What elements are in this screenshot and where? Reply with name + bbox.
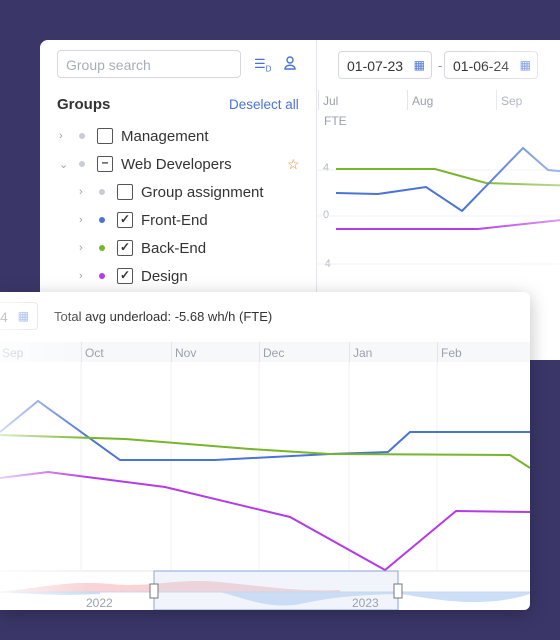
tree-item-group-assignment[interactable]: › Group assignment	[79, 181, 264, 203]
group-color-dot	[99, 217, 105, 223]
tree-item-web-developers[interactable]: ⌄ – Web Developers	[59, 153, 232, 175]
tree-item-management[interactable]: › Management	[59, 125, 209, 147]
tree-item-label: Design	[141, 267, 188, 285]
navigator-year-label: 2023	[352, 596, 379, 610]
tree-item-back-end[interactable]: › ✓ Back-End	[79, 237, 206, 259]
group-search-input[interactable]: Group search	[57, 50, 241, 78]
front-chart-plot	[0, 362, 530, 610]
deselect-all-link[interactable]: Deselect all	[229, 97, 299, 112]
tree-item-label: Back-End	[141, 239, 207, 257]
chevron-right-icon[interactable]: ›	[79, 270, 83, 282]
month-header: Aug	[407, 90, 496, 110]
month-header: Jul	[318, 90, 408, 110]
groups-title: Groups	[57, 96, 111, 113]
workload-chart-panel: 4 ▦ Total avg underload: -5.68 wh/h (FTE…	[0, 292, 530, 610]
series-design-line	[336, 219, 560, 230]
tree-item-front-end[interactable]: › ✓ Front-End	[79, 209, 208, 231]
y-tick-label: 0	[323, 209, 330, 221]
month-header: Feb	[437, 342, 530, 362]
navigator-range-window	[153, 570, 399, 610]
navigator-right-handle	[393, 583, 403, 599]
date-from-input[interactable]: 01-07-23 ▦	[338, 51, 432, 79]
checkbox[interactable]: ✓	[117, 212, 133, 228]
date-from-value: 01-07-23	[347, 58, 404, 74]
navigator-left-handle	[149, 583, 159, 599]
month-header: Nov	[171, 342, 259, 362]
navigator-underload-area	[0, 592, 530, 606]
avg-underload-text: Total avg underload: -5.68 wh/h (FTE)	[54, 309, 273, 324]
checkbox[interactable]: ✓	[117, 268, 133, 284]
user-icon[interactable]	[284, 56, 296, 73]
month-header: Jan	[349, 342, 437, 362]
group-color-dot	[99, 189, 105, 195]
calendar-icon[interactable]: ▦	[413, 58, 425, 72]
chevron-down-icon[interactable]: ⌄	[59, 158, 69, 171]
tree-item-label: Web Developers	[121, 155, 232, 173]
series-front-end-line	[335, 146, 560, 213]
series-front-end-line	[0, 399, 530, 461]
checkbox[interactable]	[97, 128, 113, 144]
tree-item-label: Management	[121, 127, 209, 145]
chevron-right-icon[interactable]: ›	[79, 242, 83, 254]
group-color-dot	[99, 273, 105, 279]
tree-item-label: Front-End	[141, 211, 208, 229]
chevron-right-icon[interactable]: ›	[79, 186, 83, 198]
month-header: Dec	[259, 342, 349, 362]
tree-item-label: Group assignment	[141, 183, 264, 201]
checkbox[interactable]: –	[97, 156, 113, 172]
group-color-dot	[79, 161, 85, 167]
tree-item-design[interactable]: › ✓ Design	[79, 265, 188, 287]
star-icon[interactable]: ☆	[287, 156, 300, 172]
group-color-dot	[79, 133, 85, 139]
series-back-end-line	[0, 434, 530, 469]
groups-window: Group search ☰D Groups Deselect all › Ma…	[40, 40, 560, 360]
y-tick-label: 4	[323, 162, 330, 174]
checkbox[interactable]	[117, 184, 133, 200]
date-separator: -	[438, 58, 443, 73]
chevron-right-icon[interactable]: ›	[79, 214, 83, 226]
series-back-end-line	[336, 168, 560, 187]
chevron-right-icon[interactable]: ›	[59, 130, 63, 142]
y-axis-label: FTE	[324, 114, 347, 128]
group-color-dot	[99, 245, 105, 251]
series-design-line	[0, 470, 530, 572]
navigator-year-label: 2022	[86, 596, 113, 610]
sort-icon[interactable]: ☰D	[254, 56, 272, 74]
checkbox[interactable]: ✓	[117, 240, 133, 256]
